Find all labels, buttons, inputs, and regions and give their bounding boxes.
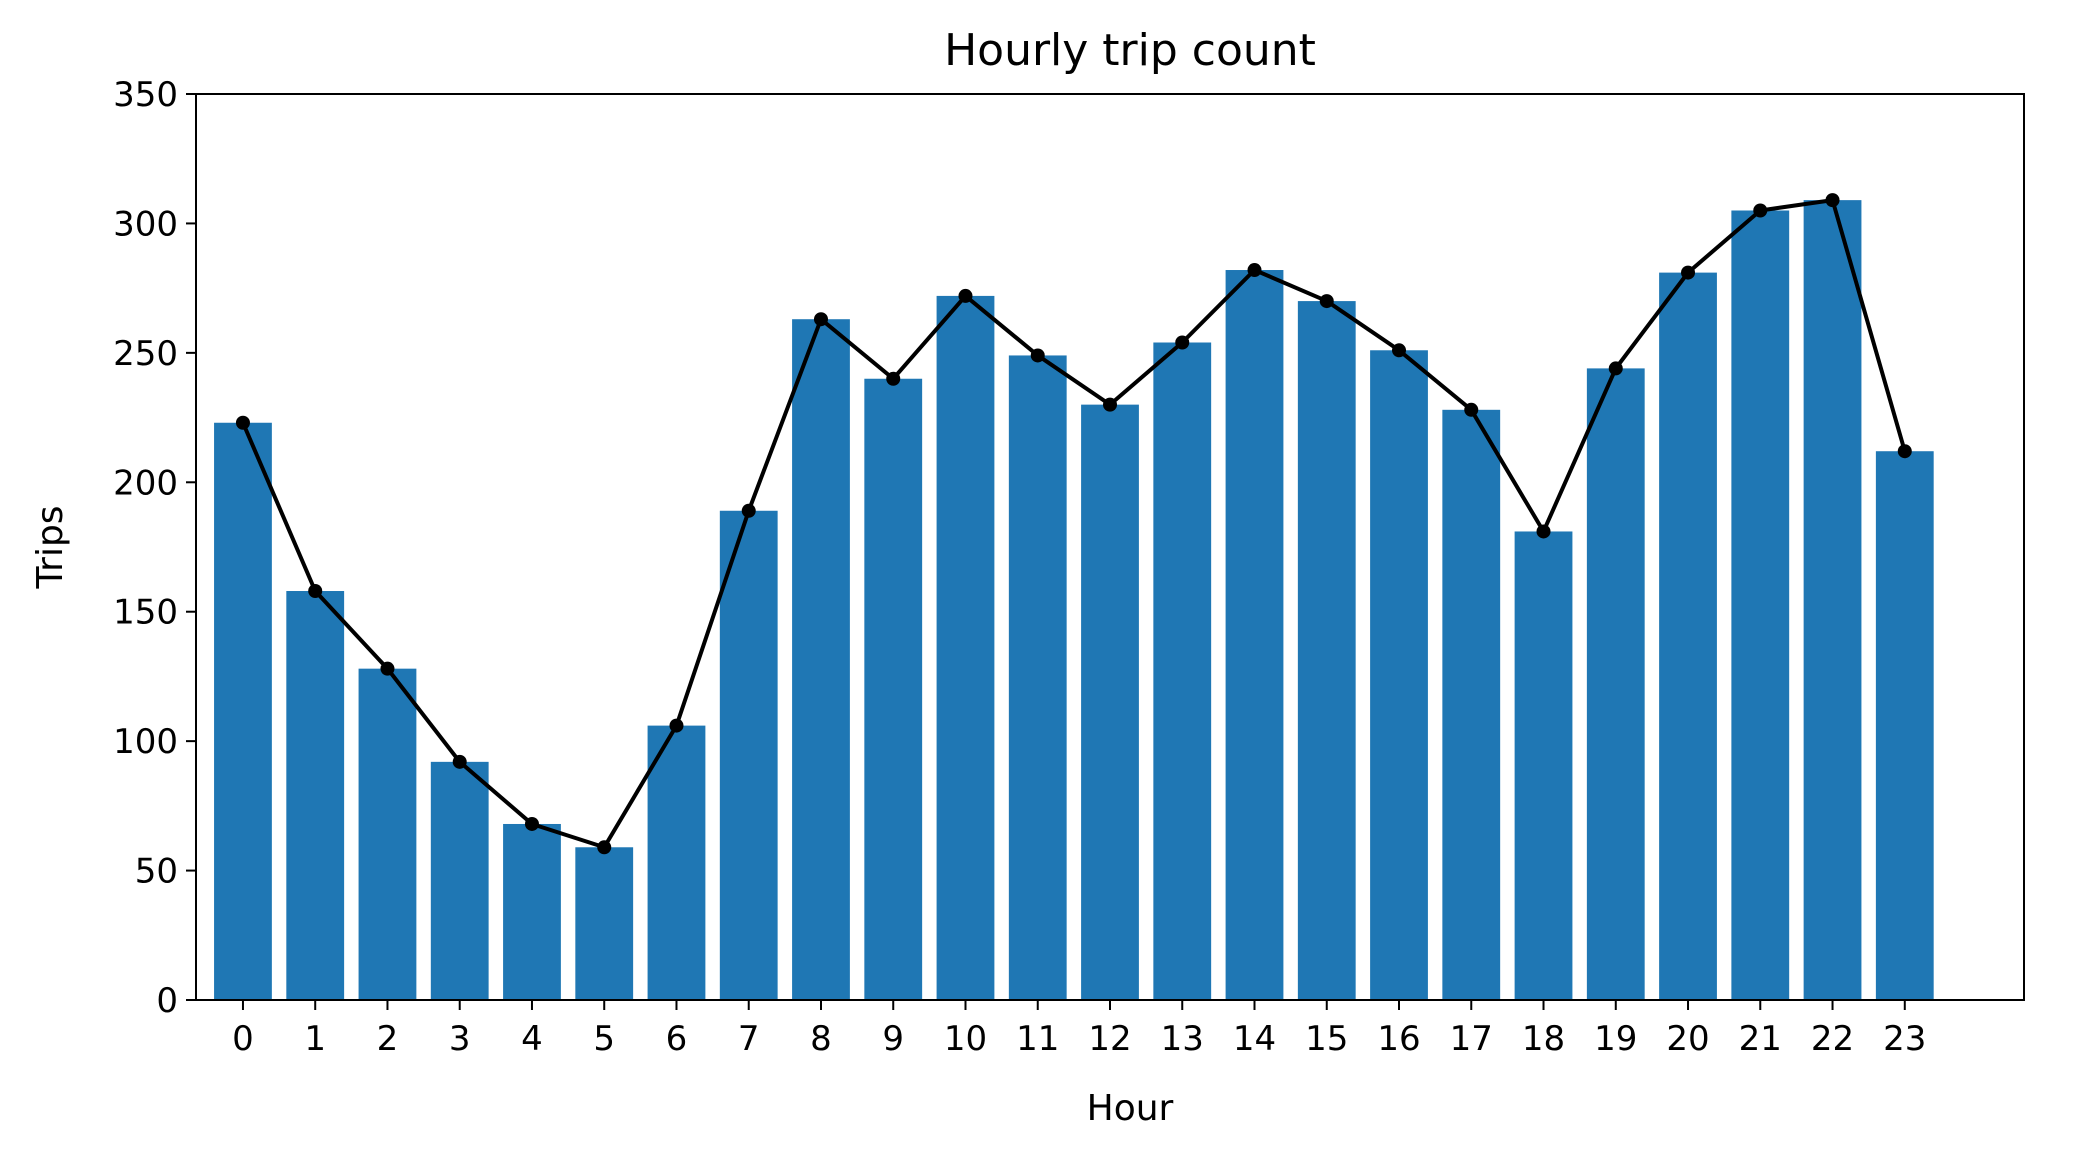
y-axis-label: Trips — [30, 505, 71, 589]
y-tick-label: 50 — [135, 852, 178, 892]
line-point-hour-16 — [1392, 343, 1407, 358]
line-point-hour-3 — [452, 754, 467, 769]
y-tick-label: 250 — [113, 334, 178, 374]
bar-hour-18 — [1514, 531, 1573, 1000]
bar-hour-1 — [286, 591, 345, 1000]
line-point-hour-18 — [1536, 524, 1551, 539]
line-point-hour-9 — [886, 371, 901, 386]
bar-hour-16 — [1370, 350, 1428, 1000]
x-axis-label: Hour — [1087, 1088, 1174, 1129]
x-tick-label: 6 — [666, 1019, 688, 1059]
bar-hour-9 — [864, 378, 923, 1000]
x-tick-label: 19 — [1594, 1019, 1637, 1059]
line-point-hour-14 — [1247, 263, 1262, 278]
line-point-hour-7 — [741, 503, 756, 518]
x-tick-label: 10 — [944, 1019, 987, 1059]
bar-hour-13 — [1153, 342, 1212, 1000]
y-tick-label: 200 — [113, 463, 178, 503]
x-tick-label: 3 — [449, 1019, 471, 1059]
bar-hour-2 — [358, 668, 417, 1000]
bar-hour-12 — [1081, 404, 1139, 1000]
y-tick-label: 100 — [113, 722, 178, 762]
line-point-hour-0 — [235, 415, 250, 430]
x-tick-label: 15 — [1305, 1019, 1348, 1059]
x-tick-label: 13 — [1161, 1019, 1204, 1059]
line-point-hour-23 — [1897, 444, 1912, 459]
line-series — [235, 193, 1912, 855]
line-point-hour-20 — [1681, 265, 1696, 280]
x-axis: 0 1 2 3 4 5 6 7 8 9 10 11 12 13 14 15 16 17 18 19 20 21 22 23 — [232, 1000, 1926, 1059]
y-tick-label: 350 — [113, 75, 178, 115]
line-point-hour-1 — [308, 584, 323, 599]
bar-hour-7 — [719, 510, 778, 1000]
x-tick-label: 1 — [304, 1019, 326, 1059]
bar-hour-3 — [430, 761, 489, 1000]
line-point-hour-4 — [524, 816, 539, 831]
x-tick-label: 7 — [738, 1019, 760, 1059]
bar-hour-5 — [575, 847, 634, 1000]
line-point-hour-5 — [597, 840, 612, 855]
bar-hour-0 — [214, 422, 272, 1000]
x-tick-label: 18 — [1522, 1019, 1565, 1059]
line-point-hour-17 — [1464, 402, 1479, 417]
x-tick-label: 21 — [1739, 1019, 1782, 1059]
bar-hour-21 — [1731, 210, 1790, 1001]
x-tick-label: 16 — [1377, 1019, 1420, 1059]
y-tick-label: 150 — [113, 593, 178, 633]
x-tick-label: 4 — [521, 1019, 543, 1059]
bar-hour-4 — [503, 823, 561, 1000]
trend-line — [241, 198, 1907, 850]
x-tick-label: 12 — [1088, 1019, 1131, 1059]
x-tick-label: 2 — [377, 1019, 399, 1059]
x-tick-label: 22 — [1811, 1019, 1854, 1059]
x-tick-label: 0 — [232, 1019, 254, 1059]
bar-hour-17 — [1442, 409, 1501, 1000]
y-tick-label: 300 — [113, 204, 178, 244]
bar-series — [214, 200, 1934, 1001]
bar-hour-8 — [792, 319, 850, 1001]
bar-hour-6 — [647, 725, 706, 1000]
line-point-hour-22 — [1825, 193, 1840, 208]
bar-hour-22 — [1803, 200, 1862, 1000]
bar-hour-10 — [936, 295, 995, 1000]
y-axis: 0 50 100 150 200 250 300 350 — [113, 75, 196, 1021]
x-tick-label: 9 — [882, 1019, 904, 1059]
x-tick-label: 11 — [1016, 1019, 1059, 1059]
bar-hour-14 — [1225, 270, 1284, 1000]
bar-hour-19 — [1586, 368, 1645, 1000]
x-tick-label: 8 — [810, 1019, 832, 1059]
line-point-hour-13 — [1175, 335, 1190, 350]
bar-hour-20 — [1659, 272, 1717, 1000]
line-point-hour-21 — [1753, 203, 1768, 218]
line-point-hour-12 — [1103, 397, 1117, 412]
bar-hour-11 — [1008, 355, 1067, 1000]
bar-hour-23 — [1875, 451, 1934, 1001]
x-tick-label: 17 — [1450, 1019, 1493, 1059]
y-tick-label: 0 — [156, 981, 178, 1021]
line-point-hour-6 — [669, 718, 684, 733]
line-point-hour-11 — [1030, 348, 1045, 363]
line-point-hour-2 — [380, 661, 395, 676]
line-point-hour-8 — [813, 312, 828, 327]
bar-hour-15 — [1297, 301, 1356, 1001]
x-tick-label: 14 — [1233, 1019, 1276, 1059]
x-tick-label: 20 — [1666, 1019, 1709, 1059]
x-tick-label: 5 — [593, 1019, 615, 1059]
line-point-hour-19 — [1608, 361, 1623, 376]
x-tick-label: 23 — [1883, 1019, 1926, 1059]
line-point-hour-15 — [1319, 294, 1334, 309]
line-point-hour-10 — [958, 288, 973, 303]
chart-title: Hourly trip count — [944, 25, 1316, 76]
